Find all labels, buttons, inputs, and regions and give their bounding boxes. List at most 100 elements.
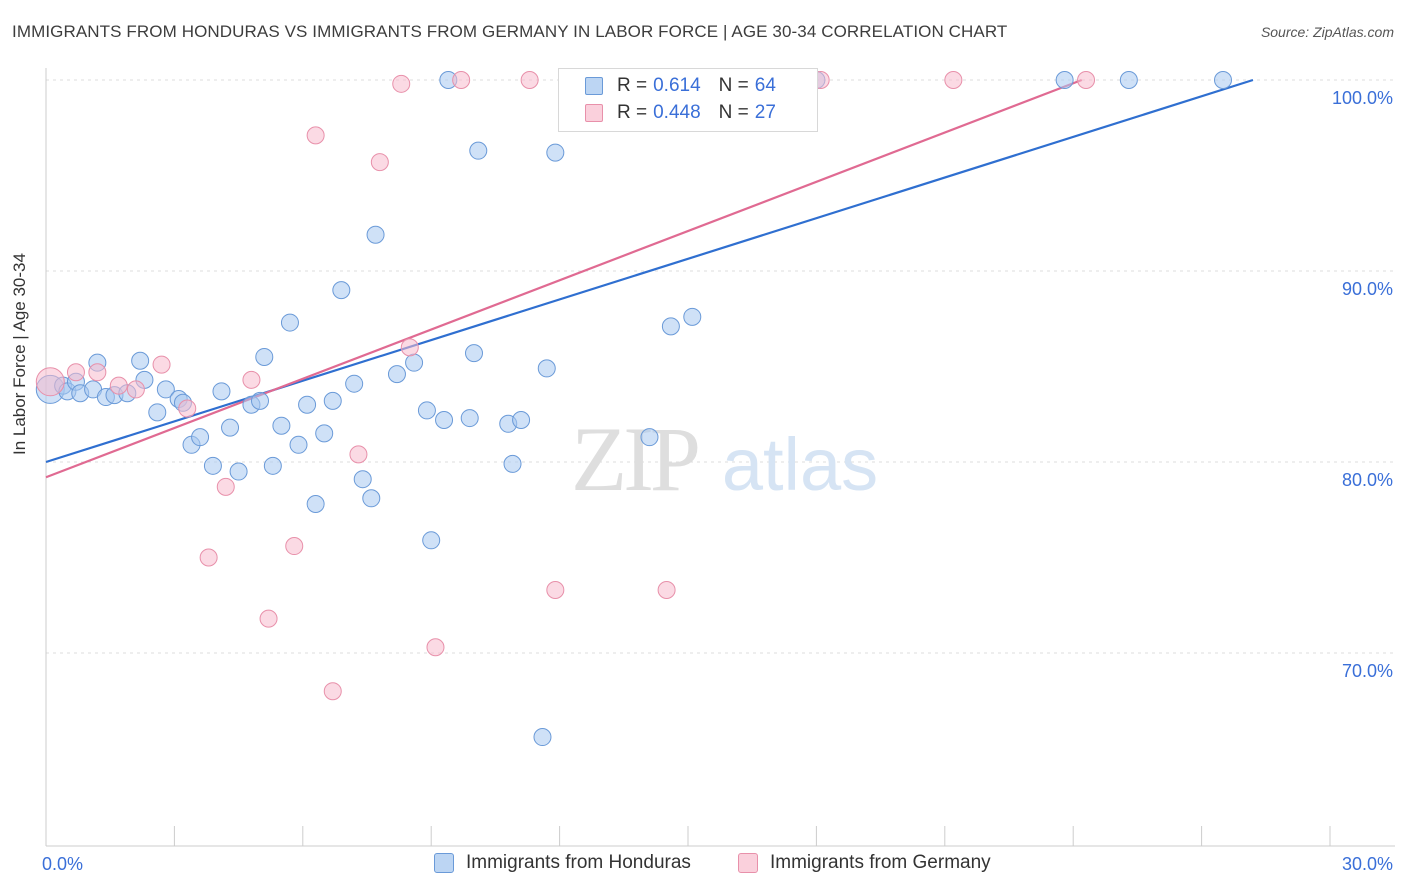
honduras-point-45	[465, 344, 483, 363]
honduras-point-12	[148, 403, 167, 422]
honduras-point-18	[203, 456, 222, 475]
germany-point-7	[199, 548, 218, 567]
honduras-point-54	[640, 428, 659, 447]
honduras-point-28	[289, 435, 308, 454]
honduras-point-50	[533, 728, 552, 747]
honduras-swatch	[585, 77, 603, 95]
honduras-point-26	[272, 416, 291, 435]
legend-row-honduras: R = 0.614 N = 64	[585, 73, 776, 99]
honduras-n-label: N =	[718, 75, 749, 96]
watermark-atlas: atlas	[722, 423, 878, 506]
honduras-point-41	[422, 531, 441, 550]
honduras-point-34	[345, 374, 364, 393]
germany-r-value: 0.448	[653, 102, 701, 123]
honduras-point-63	[1214, 71, 1232, 89]
bottom-legend-germany: Immigrants from Germany	[738, 852, 991, 874]
honduras-point-27	[280, 313, 299, 332]
germany-point-11	[285, 537, 304, 556]
y-tick-label-2: 80.0%	[1342, 470, 1393, 490]
data-points	[35, 71, 1232, 747]
honduras-r-label: R =	[617, 75, 648, 96]
honduras-point-49	[512, 410, 531, 429]
germany-point-4	[126, 380, 145, 399]
germany-point-21	[546, 580, 565, 599]
germany-n-value: 27	[754, 102, 776, 123]
honduras-point-25	[263, 456, 282, 475]
germany-swatch	[585, 104, 603, 122]
tick-labels: 100.0% 90.0% 80.0% 70.0% 0.0% 30.0%	[42, 88, 1393, 874]
honduras-point-57	[683, 307, 702, 326]
honduras-point-17	[191, 428, 210, 447]
source-label: Source: ZipAtlas.com	[1260, 24, 1394, 40]
y-tick-label-3: 70.0%	[1342, 661, 1393, 681]
honduras-point-48	[503, 454, 522, 473]
chart-title: IMMIGRANTS FROM HONDURAS VS IMMIGRANTS F…	[12, 22, 1008, 41]
honduras-point-44	[460, 409, 479, 428]
bottom-honduras-label: Immigrants from Honduras	[466, 852, 691, 873]
honduras-point-39	[405, 353, 424, 372]
germany-point-3	[109, 376, 128, 395]
germany-point-19	[452, 71, 471, 89]
honduras-point-30	[306, 495, 325, 514]
honduras-point-62	[1119, 71, 1138, 89]
germany-n-label: N =	[718, 102, 749, 123]
honduras-point-32	[323, 391, 342, 410]
germany-trend-line	[45, 78, 1083, 479]
honduras-point-37	[366, 225, 385, 244]
honduras-point-61	[1055, 71, 1074, 89]
legend-row-germany: R = 0.448 N = 27	[585, 100, 776, 126]
honduras-point-19	[212, 382, 231, 401]
honduras-n-value: 64	[754, 75, 776, 96]
watermark: ZIP atlas	[571, 408, 878, 510]
honduras-point-46	[469, 141, 488, 160]
germany-point-9	[242, 370, 261, 389]
germany-point-22	[657, 580, 676, 599]
honduras-point-40	[417, 401, 436, 420]
germany-point-18	[426, 638, 445, 657]
germany-point-26	[1077, 71, 1096, 89]
honduras-point-35	[353, 470, 372, 489]
honduras-point-38	[387, 365, 406, 384]
y-tick-label-0: 100.0%	[1332, 88, 1393, 108]
honduras-point-55	[661, 317, 680, 336]
germany-point-6	[178, 399, 197, 418]
germany-r-label: R =	[617, 102, 648, 123]
germany-point-17	[400, 338, 419, 357]
germany-point-12	[306, 126, 325, 145]
grid-lines	[46, 79, 1395, 654]
x-tick-label-0: 0.0%	[42, 854, 83, 874]
x-tick-label-1: 30.0%	[1342, 854, 1393, 874]
germany-point-15	[370, 153, 389, 172]
watermark-zip: ZIP	[571, 408, 698, 510]
germany-point-13	[323, 682, 342, 701]
honduras-point-29	[298, 395, 317, 414]
germany-point-8	[216, 477, 235, 496]
germany-point-10	[259, 609, 278, 628]
bottom-legend-honduras: Immigrants from Honduras	[434, 852, 691, 874]
honduras-point-13	[156, 380, 175, 399]
germany-point-1	[66, 363, 85, 382]
bottom-germany-label: Immigrants from Germany	[770, 852, 991, 873]
germany-point-20	[520, 71, 539, 89]
honduras-point-20	[221, 418, 240, 437]
honduras-r-value: 0.614	[653, 75, 701, 96]
germany-point-25	[944, 71, 963, 89]
bottom-honduras-swatch	[434, 853, 454, 873]
honduras-trend-line	[45, 78, 1254, 464]
honduras-point-10	[131, 351, 150, 370]
honduras-point-21	[229, 462, 248, 481]
honduras-point-23	[251, 391, 269, 410]
y-axis-label: In Labor Force | Age 30-34	[10, 253, 29, 455]
honduras-point-36	[362, 489, 381, 508]
honduras-point-42	[435, 410, 454, 429]
honduras-point-24	[255, 347, 274, 366]
y-tick-label-1: 90.0%	[1342, 279, 1393, 299]
honduras-point-51	[537, 359, 556, 378]
stats-legend: R = 0.614 N = 64 R = 0.448 N = 27	[558, 68, 818, 132]
honduras-point-31	[315, 424, 334, 443]
axes	[45, 68, 1395, 847]
germany-point-2	[88, 363, 107, 382]
germany-point-5	[152, 355, 171, 374]
honduras-point-52	[546, 143, 565, 162]
